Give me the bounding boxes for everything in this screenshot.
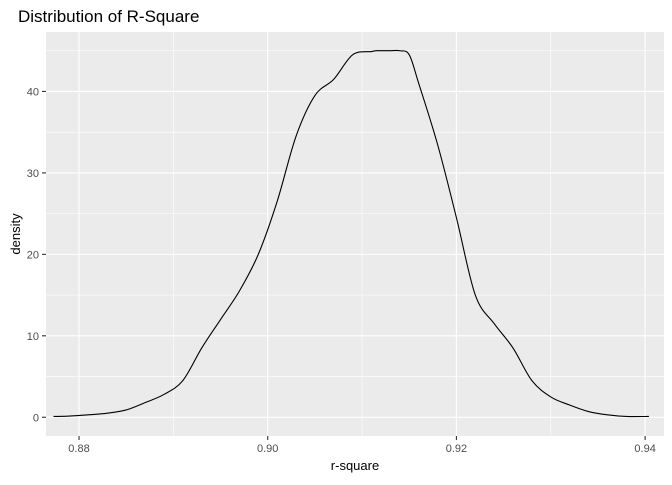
plot-panel — [46, 32, 664, 436]
major-gridlines — [46, 32, 664, 436]
y-tick-label: 20 — [27, 249, 39, 261]
x-tick-label: 0.90 — [257, 443, 278, 455]
x-axis-title: r-square — [331, 458, 379, 473]
y-axis-ticks: 0 10 20 30 40 — [27, 86, 46, 424]
y-tick-label: 30 — [27, 168, 39, 180]
x-tick-label: 0.92 — [446, 443, 467, 455]
density-curve — [53, 49, 649, 418]
x-tick-label: 0.94 — [634, 443, 655, 455]
y-tick-label: 40 — [27, 86, 39, 98]
y-tick-label: 0 — [33, 412, 39, 424]
chart-title: Distribution of R-Square — [18, 7, 199, 26]
y-tick-label: 10 — [27, 331, 39, 343]
x-axis-ticks: 0.88 0.90 0.92 0.94 — [68, 436, 656, 455]
y-axis-title: density — [8, 213, 23, 255]
minor-gridlines — [46, 32, 664, 436]
x-tick-label: 0.88 — [68, 443, 89, 455]
